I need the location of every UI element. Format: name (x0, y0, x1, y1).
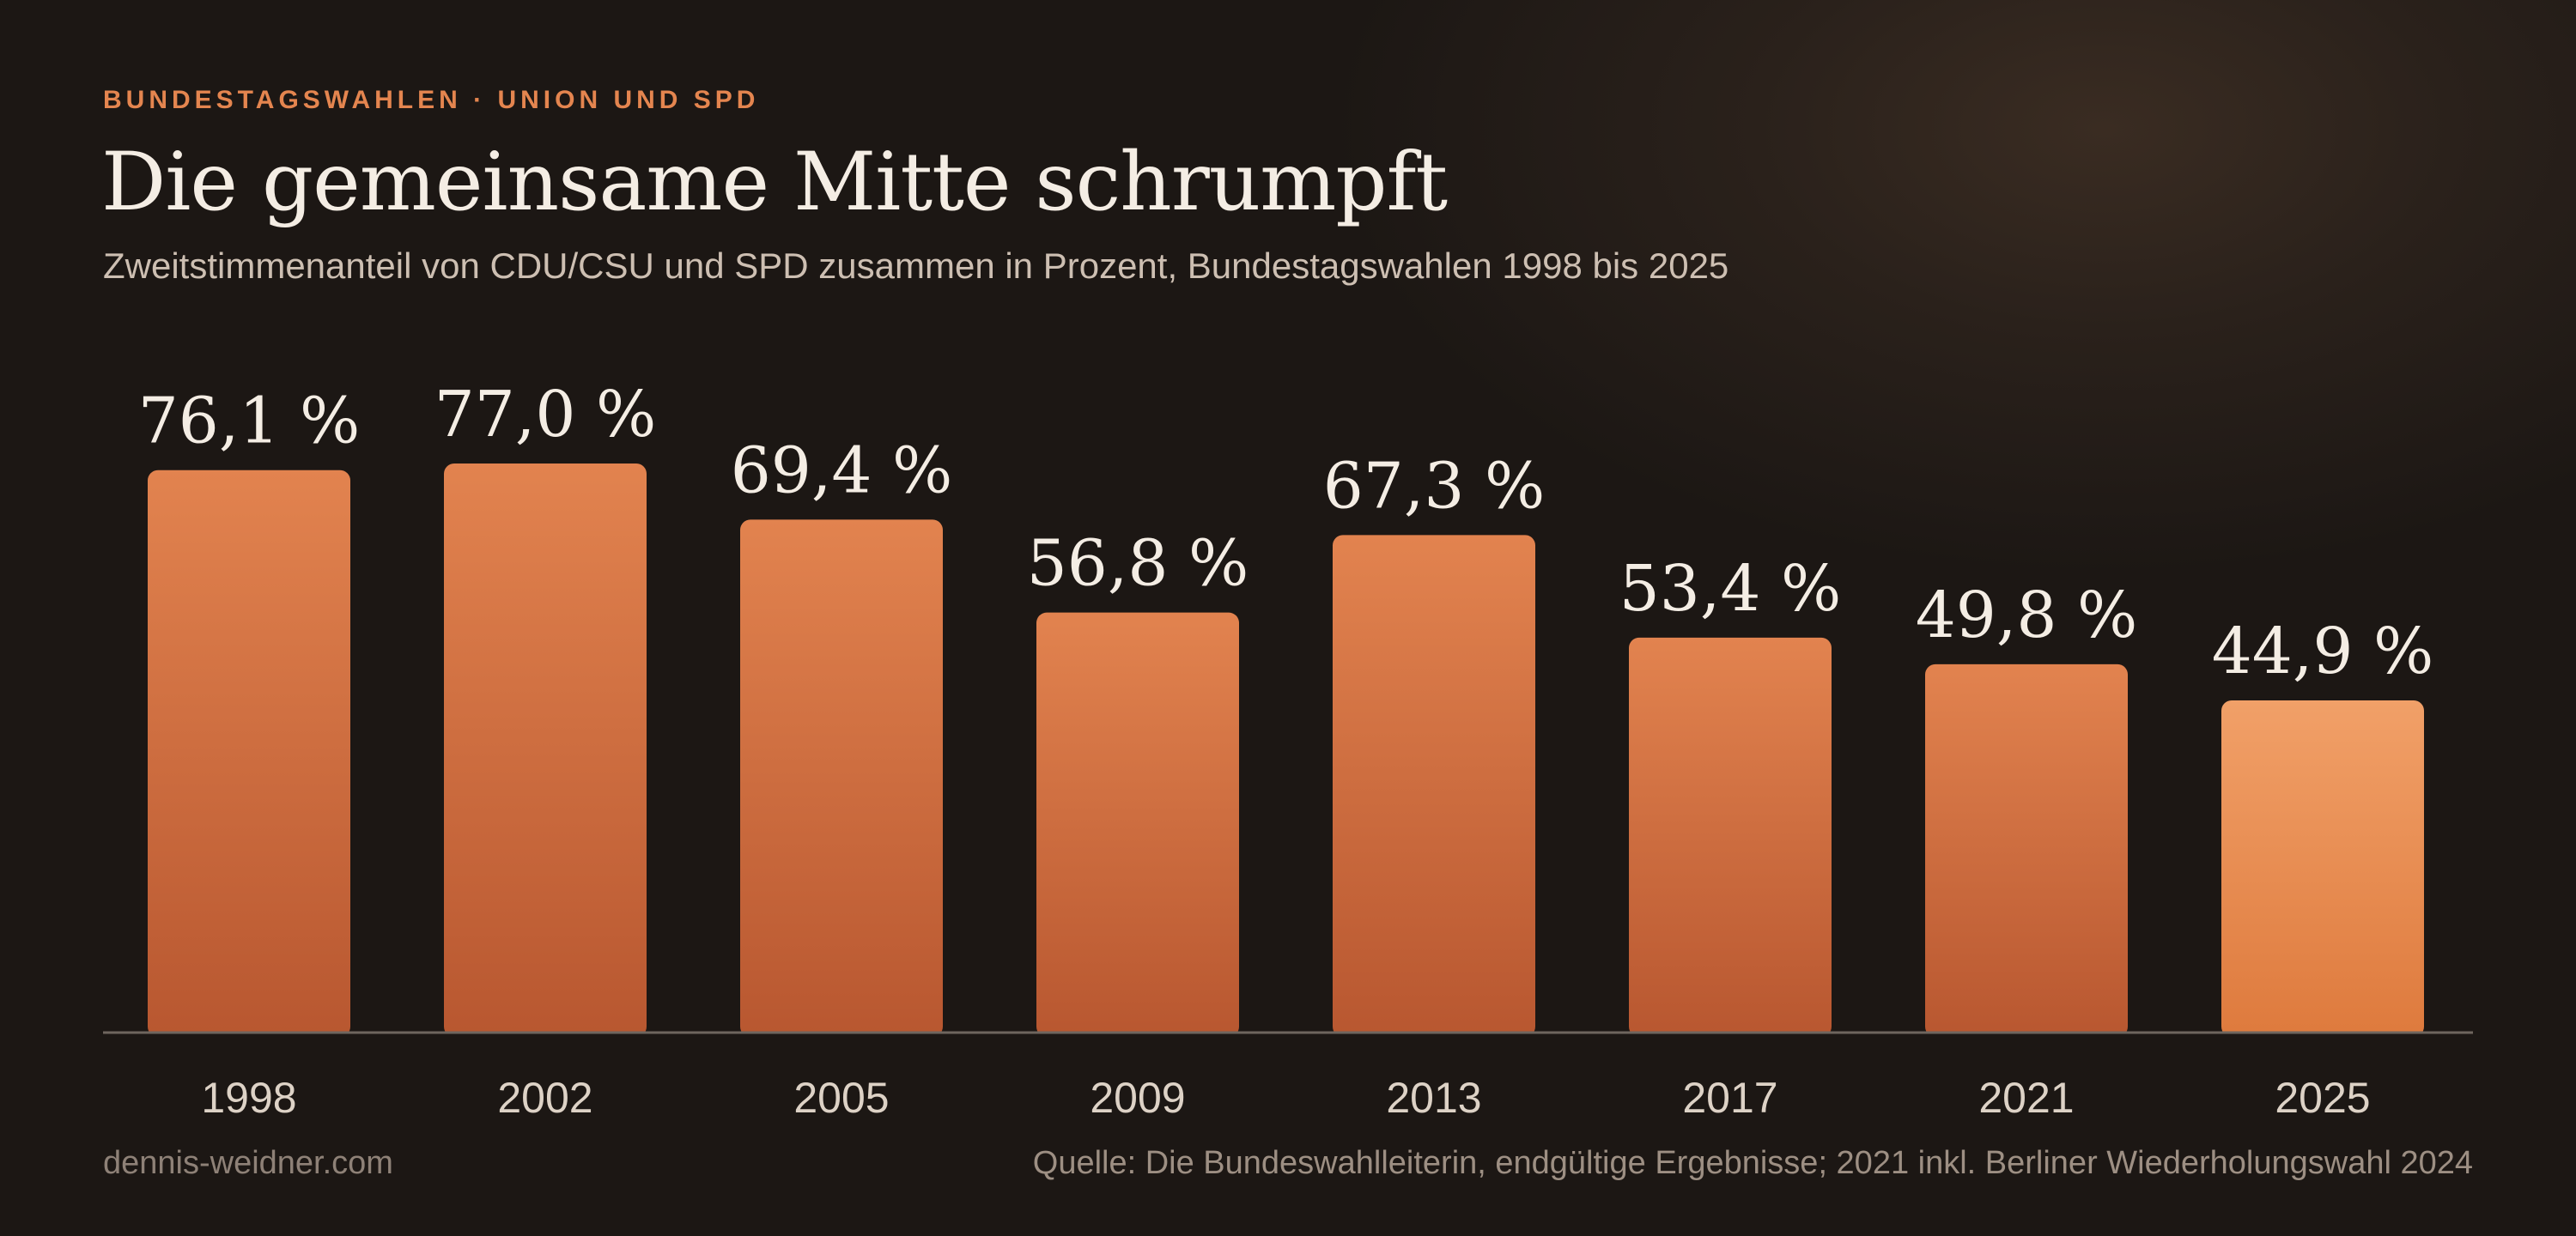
value-label-1998: 76,1 % (138, 385, 361, 458)
chart-title: Die gemeinsame Mitte schrumpft (101, 136, 1448, 229)
bar-2002 (444, 464, 647, 1032)
source-note: Quelle: Die Bundeswahlleiterin, endgülti… (1032, 1145, 2473, 1181)
tick-label-2009: 2009 (1090, 1074, 1185, 1122)
tick-label-2021: 2021 (1978, 1074, 2074, 1122)
bar-2005 (740, 519, 943, 1032)
tick-label-2002: 2002 (497, 1074, 592, 1122)
value-label-2013: 67,3 % (1323, 449, 1546, 523)
value-label-2002: 77,0 % (434, 378, 657, 451)
value-label-2021: 49,8 % (1916, 579, 2138, 652)
tick-label-2025: 2025 (2275, 1074, 2370, 1122)
chart-kicker: BUNDESTAGSWAHLEN · UNION UND SPD (103, 86, 760, 114)
value-label-2017: 53,4 % (1619, 552, 1842, 626)
brand-credit: dennis-weidner.com (103, 1145, 393, 1181)
value-label-2025: 44,9 % (2212, 615, 2434, 688)
bar-2025 (2221, 700, 2424, 1032)
bar-2013 (1333, 535, 1535, 1032)
chart-subtitle: Zweitstimmenanteil von CDU/CSU und SPD z… (103, 245, 1729, 286)
value-label-2009: 56,8 % (1027, 527, 1249, 601)
bar-2017 (1629, 637, 1832, 1032)
bar-2021 (1925, 663, 2128, 1032)
tick-label-2013: 2013 (1386, 1074, 1481, 1122)
tick-label-2005: 2005 (793, 1074, 889, 1122)
tick-label-1998: 1998 (201, 1074, 296, 1122)
value-label-2005: 69,4 % (731, 433, 953, 507)
bar-2009 (1036, 612, 1239, 1032)
tick-label-2017: 2017 (1682, 1074, 1777, 1122)
bar-1998 (148, 470, 350, 1032)
